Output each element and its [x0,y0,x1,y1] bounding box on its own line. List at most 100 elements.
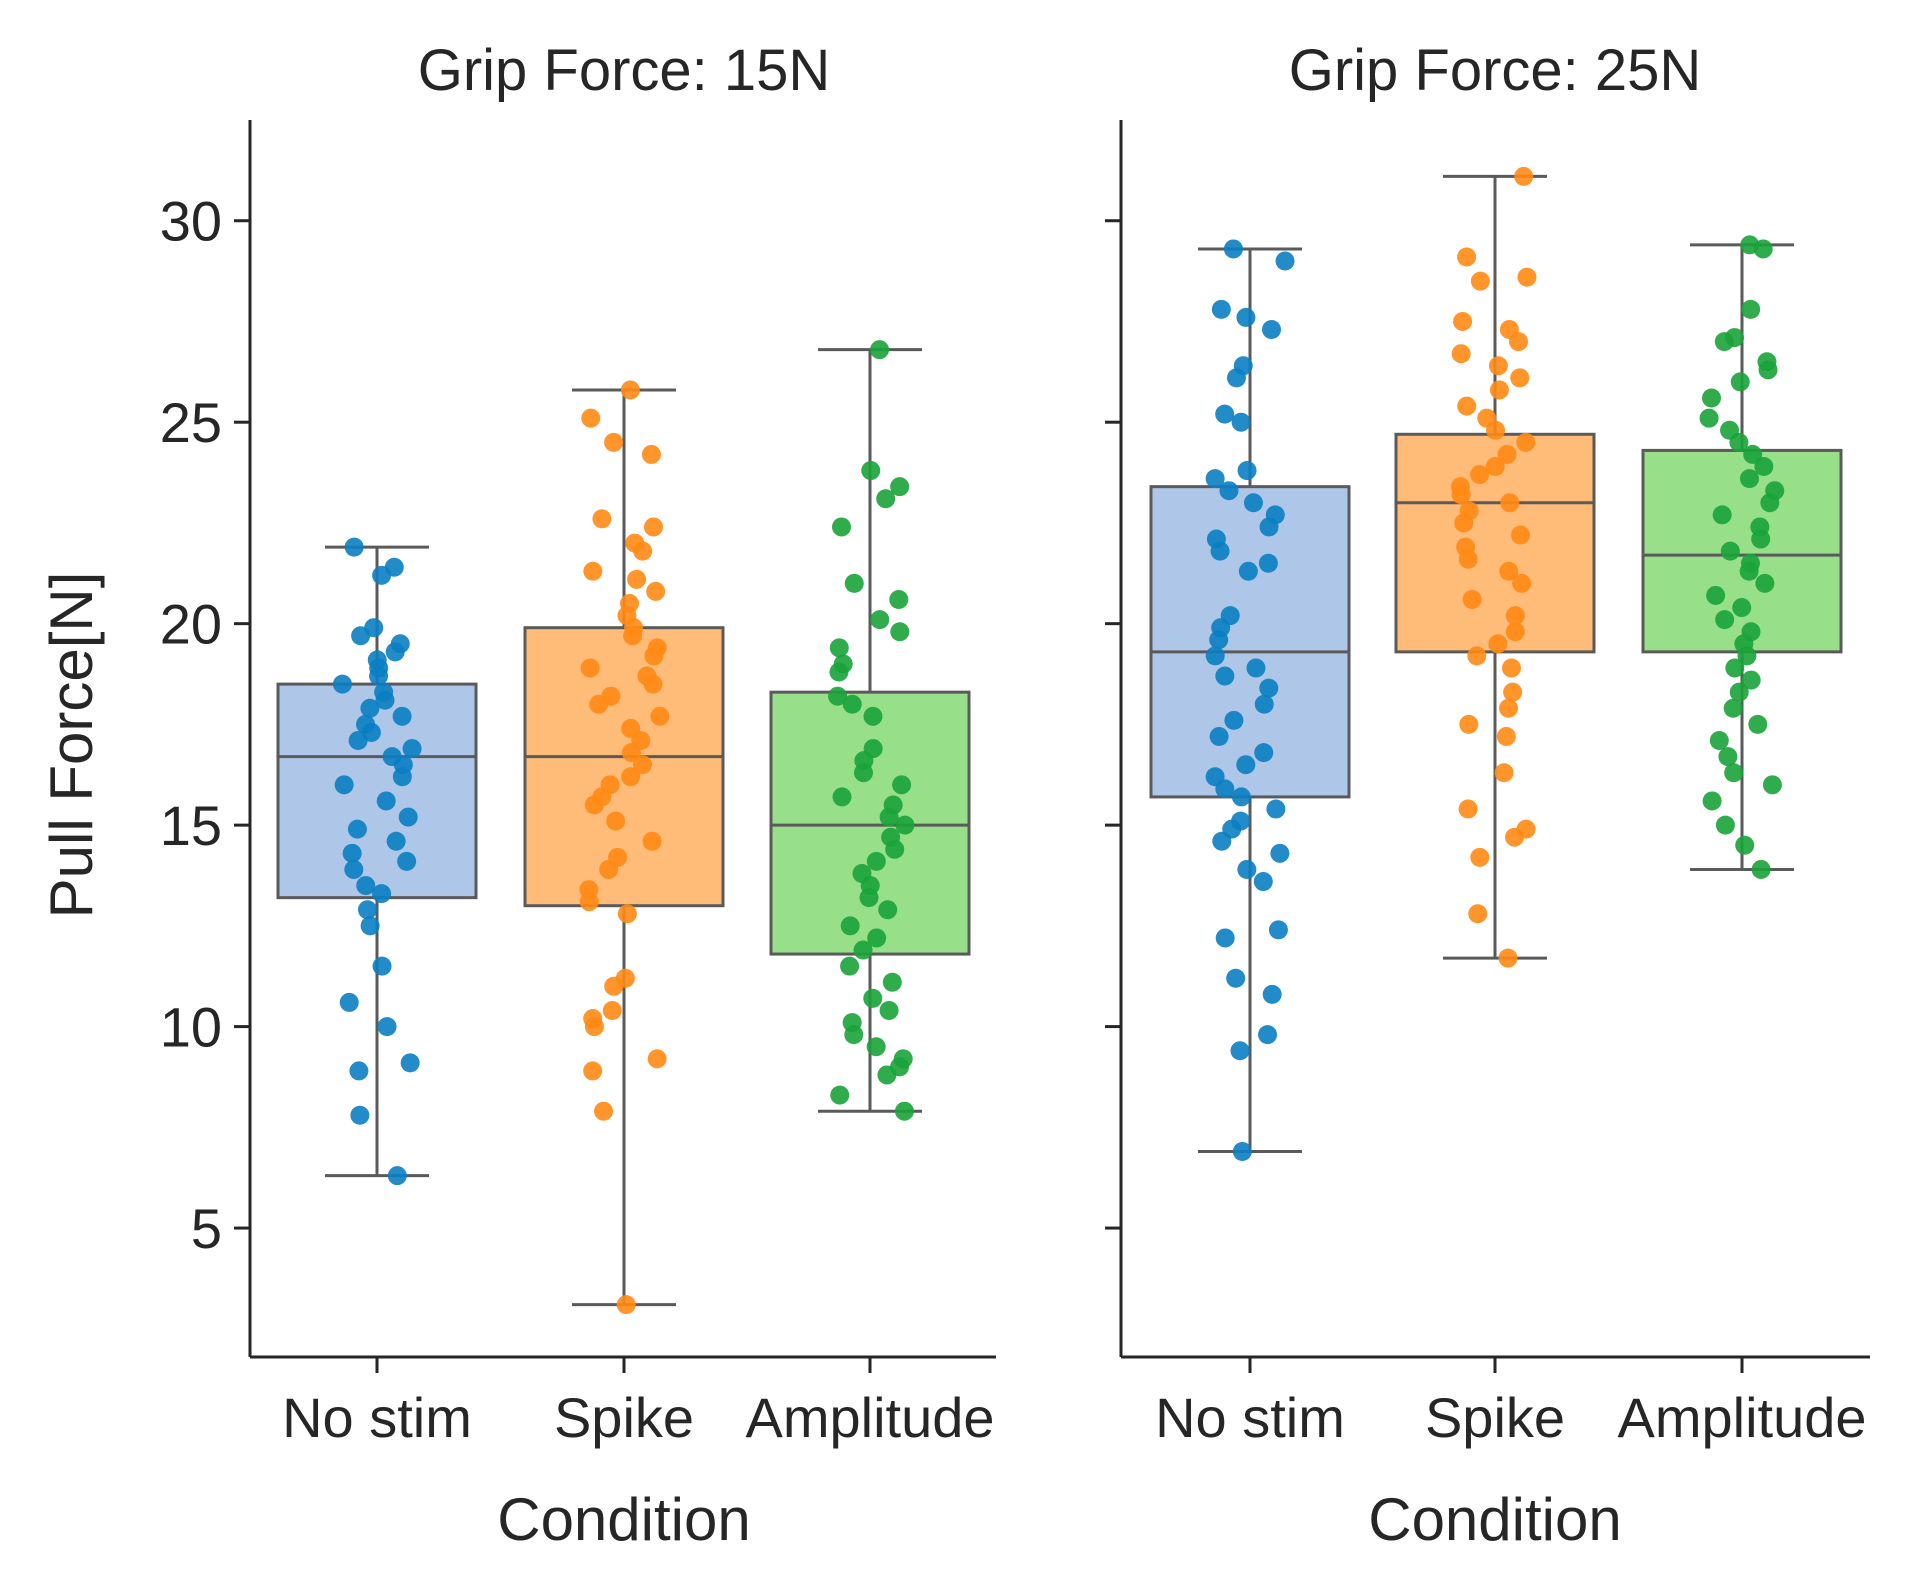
data-point [870,340,890,360]
data-point [372,956,392,976]
data-point [1259,678,1279,698]
data-point [1254,743,1274,763]
data-point [1748,714,1768,734]
data-point [1459,714,1479,734]
data-point [1462,589,1482,609]
data-point [348,731,368,751]
data-point [1212,831,1232,851]
data-point [863,706,883,726]
data-point [644,517,664,537]
data-point [579,892,599,912]
box-no-stim [276,537,478,1186]
data-point [398,807,418,827]
data-point [1258,1025,1278,1045]
y-tick-label: 10 [160,996,222,1059]
data-point [1215,404,1235,424]
data-point [1215,666,1235,686]
data-point [866,851,886,871]
data-point [1497,444,1517,464]
x-tick-label: No stim [1155,1386,1345,1449]
data-point [1735,835,1755,855]
data-point [1730,372,1750,392]
data-point [372,884,392,904]
data-point [1723,698,1743,718]
data-point [894,1101,914,1121]
data-point [867,928,887,948]
data-point [344,859,364,879]
data-point [1458,799,1478,819]
data-point [832,787,852,807]
data-point [1494,763,1514,783]
data-point [1486,420,1506,440]
data-point [1236,307,1256,327]
data-point [627,569,647,589]
data-point [349,1061,369,1081]
data-point [397,851,417,871]
data-point [621,767,641,787]
data-point [1509,332,1529,352]
data-point [633,541,653,561]
data-point [1724,763,1744,783]
data-point [861,461,881,481]
data-point [1457,396,1477,416]
data-point [844,573,864,593]
data-point [1501,658,1521,678]
data-point [602,1000,622,1020]
data-point [584,795,604,815]
data-point [1488,634,1508,654]
data-point [1709,731,1729,751]
data-point [1226,968,1246,988]
data-point [890,622,910,642]
data-point [1754,457,1774,477]
data-point [885,839,905,859]
data-point [400,1053,420,1073]
x-axis-label-left: Condition [497,1486,751,1553]
data-point [1470,271,1490,291]
data-point [1511,525,1531,545]
data-point [1224,710,1244,730]
data-point [646,581,666,601]
data-point [1489,380,1509,400]
data-point [1238,561,1258,581]
y-tick-label: 5 [191,1197,222,1260]
data-point [372,565,392,585]
data-point [1517,267,1537,287]
x-tick-label: Amplitude [745,1386,994,1449]
data-point [1470,847,1490,867]
data-point [385,642,405,662]
data-point [1457,247,1477,267]
data-point [1760,493,1780,513]
data-point [1715,815,1735,835]
data-point [1718,747,1738,767]
data-point [1467,646,1487,666]
data-point [1215,928,1235,948]
data-point [620,380,640,400]
data-point [375,690,395,710]
data-point [1729,432,1749,452]
data-point [589,694,609,714]
data-point [830,1085,850,1105]
data-point [1209,726,1229,746]
data-point [895,815,915,835]
y-ticks-right [1105,219,1121,1230]
box-amplitude [769,340,971,1121]
data-point [1751,529,1771,549]
data-point [1254,694,1274,714]
data-point [1223,239,1243,259]
data-point [332,674,352,694]
data-point [1714,332,1734,352]
data-point [1205,469,1225,489]
data-point [1741,670,1761,690]
x-axis-label-right: Condition [1368,1486,1622,1553]
data-point [647,1049,667,1069]
data-point [334,775,354,795]
data-point [369,666,389,686]
data-point [583,1061,603,1081]
panel-title-left: Grip Force: 15N [418,38,831,103]
data-point [1516,432,1536,452]
data-point [878,900,898,920]
data-point [642,831,662,851]
data-point [829,638,849,658]
data-point [621,743,641,763]
data-point [1751,859,1771,879]
